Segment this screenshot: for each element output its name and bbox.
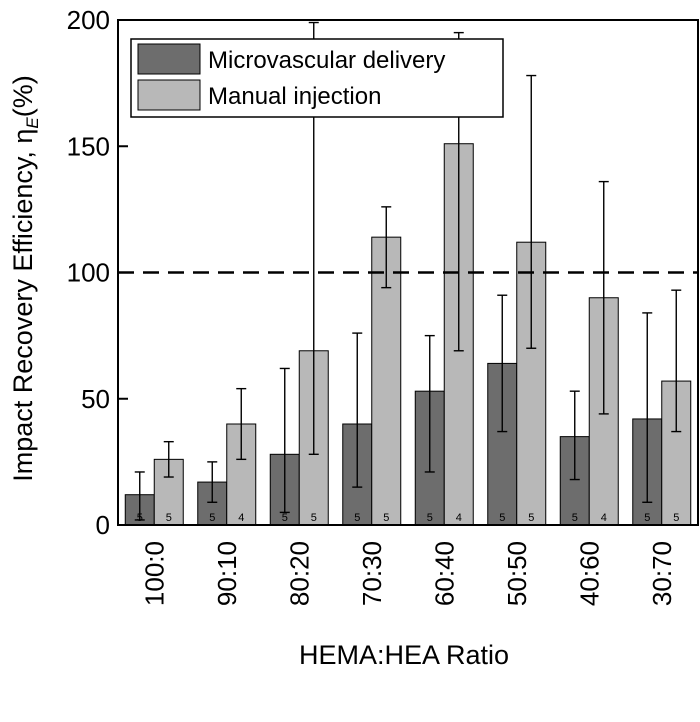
n-label-s1-3: 5 (383, 512, 389, 524)
y-tick-label-150: 150 (67, 131, 110, 161)
n-label-s1-6: 4 (601, 512, 607, 524)
y-axis-title: Impact Recovery Efficiency, ηE(%) (8, 75, 42, 481)
y-axis-title-unit: (%) (8, 75, 38, 117)
sample-size-labels: 5 5 5 4 5 5 5 5 5 4 5 5 5 4 5 5 (137, 512, 680, 524)
x-tick-label-3: 70:30 (357, 541, 387, 606)
n-label-s0-5: 5 (499, 512, 505, 524)
n-label-s1-4: 4 (456, 512, 462, 524)
n-label-s0-6: 5 (572, 512, 578, 524)
x-axis-ticks: 100:0 90:10 80:20 70:30 60:40 50:50 40:60 30:70 (139, 541, 677, 606)
x-tick-label-2: 80:20 (284, 541, 314, 606)
legend-swatch-manual (137, 79, 201, 111)
y-tick-label-50: 50 (81, 384, 110, 414)
n-label-s0-7: 5 (644, 512, 650, 524)
y-tick-label-100: 100 (67, 258, 110, 288)
bars-layer (124, 143, 692, 526)
n-label-s0-1: 5 (209, 512, 215, 524)
x-tick-label-6: 40:60 (574, 541, 604, 606)
n-label-s1-7: 5 (673, 512, 679, 524)
y-axis-title-subscript: E (23, 117, 42, 129)
legend-label-microvascular: Microvascular delivery (208, 47, 445, 74)
x-axis-title: HEMA:HEA Ratio (299, 640, 509, 670)
bar-s1-1 (226, 423, 257, 526)
n-label-s0-3: 5 (354, 512, 360, 524)
n-label-s1-0: 5 (166, 512, 172, 524)
n-label-s0-0: 5 (137, 512, 143, 524)
legend-label-manual: Manual injection (208, 83, 381, 110)
y-axis-ticks: 0 50 100 150 200 (67, 5, 128, 540)
n-label-s1-1: 4 (238, 512, 244, 524)
n-label-s1-5: 5 (528, 512, 534, 524)
x-tick-label-5: 50:50 (502, 541, 532, 606)
y-tick-label-0: 0 (96, 510, 110, 540)
error-bars-layer (134, 21, 682, 521)
y-tick-label-200: 200 (67, 5, 110, 35)
legend: Microvascular delivery Manual injection (130, 38, 504, 118)
x-tick-label-1: 90:10 (212, 541, 242, 606)
x-tick-label-4: 60:40 (429, 541, 459, 606)
x-tick-label-0: 100:0 (139, 541, 169, 606)
n-label-s0-4: 5 (427, 512, 433, 524)
n-label-s1-2: 5 (311, 512, 317, 524)
n-label-s0-2: 5 (282, 512, 288, 524)
x-tick-label-7: 30:70 (647, 541, 677, 606)
legend-swatch-microvascular (137, 43, 201, 75)
